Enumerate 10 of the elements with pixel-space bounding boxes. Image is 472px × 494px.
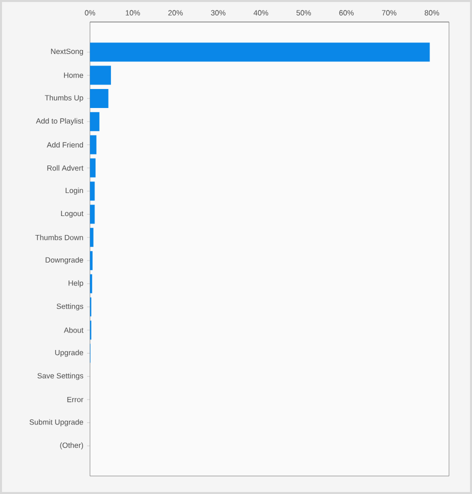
bar — [90, 42, 430, 62]
bar — [90, 228, 94, 247]
bar — [90, 251, 93, 270]
bar — [90, 204, 95, 224]
bar — [90, 112, 100, 132]
bar — [90, 66, 111, 85]
bar — [90, 158, 96, 178]
bar — [90, 182, 95, 201]
bar — [90, 88, 108, 108]
bar — [90, 135, 96, 154]
